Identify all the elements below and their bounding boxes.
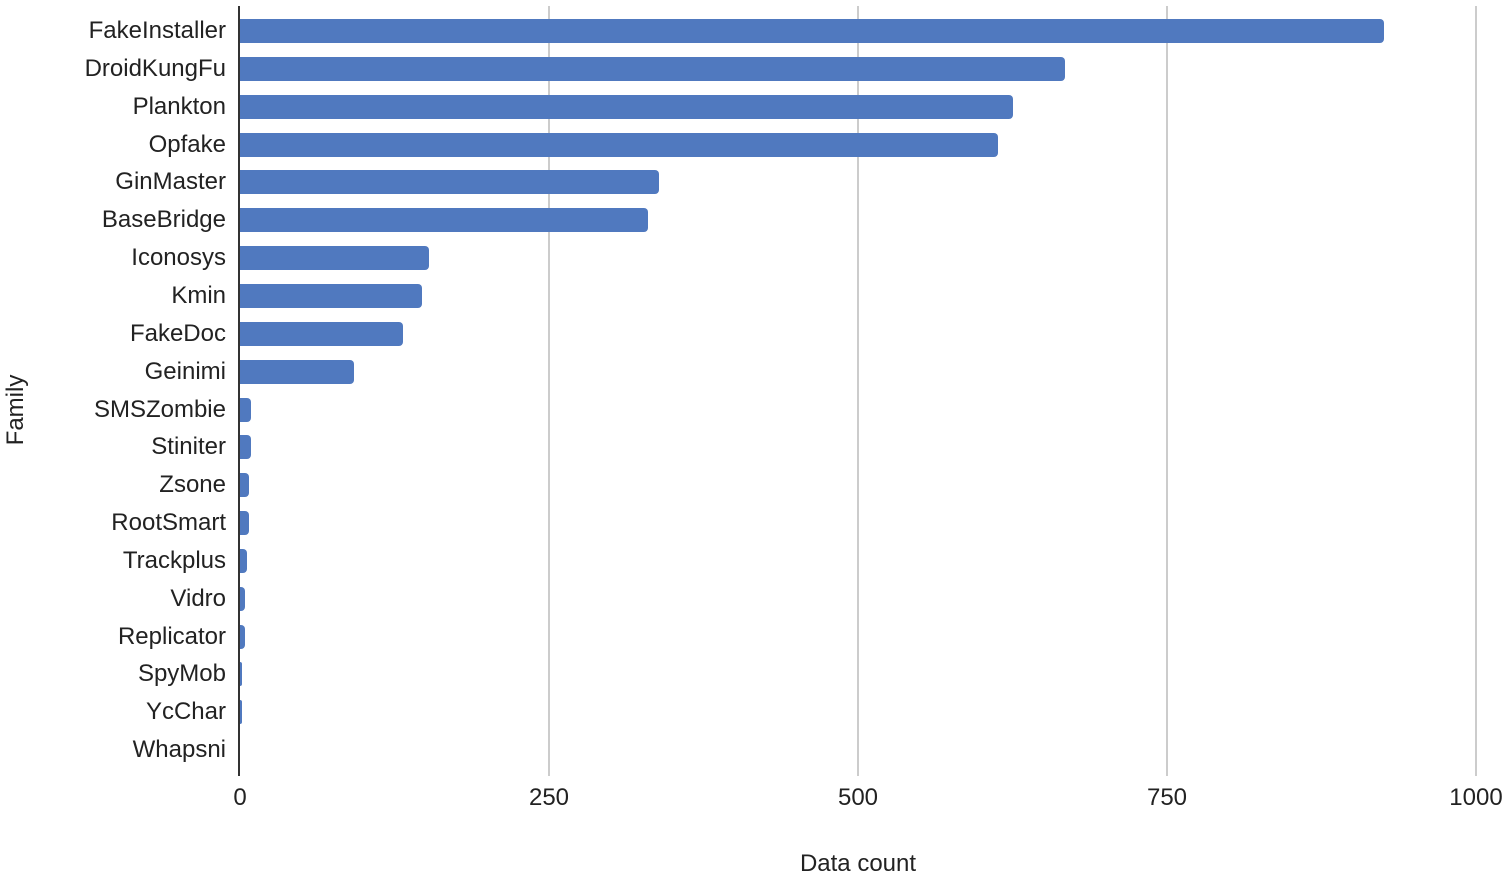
category-label: YcChar bbox=[145, 698, 226, 726]
bar-ycchar bbox=[240, 700, 243, 725]
bar-rootsmart bbox=[240, 511, 249, 536]
bar-opfake bbox=[240, 132, 999, 157]
category-label: Vidro bbox=[170, 584, 226, 612]
bar-plankton bbox=[240, 94, 1014, 119]
category-label: GinMaster bbox=[115, 168, 226, 196]
gridline-750 bbox=[1166, 6, 1168, 776]
category-label: Stiniter bbox=[151, 433, 226, 461]
x-tick-0: 0 bbox=[233, 784, 247, 811]
category-label: SMSZombie bbox=[93, 395, 226, 423]
bar-stiniter bbox=[240, 435, 252, 460]
bar-basebridge bbox=[240, 208, 649, 233]
plot-area bbox=[238, 6, 1477, 776]
category-label: RootSmart bbox=[111, 509, 226, 537]
category-label: FakeInstaller bbox=[88, 17, 226, 44]
category-label: Plankton bbox=[132, 92, 226, 120]
bar-smszombie bbox=[240, 397, 252, 422]
gridline-250 bbox=[548, 6, 550, 776]
y-axis-line bbox=[238, 6, 240, 776]
gridline-1000 bbox=[1475, 6, 1477, 776]
category-label: Replicator bbox=[117, 622, 226, 650]
category-label: Whapsni bbox=[132, 736, 226, 764]
x-tick-750: 750 bbox=[1146, 784, 1188, 811]
category-label: Kmin bbox=[171, 281, 226, 309]
x-tick-1000: 1000 bbox=[1449, 784, 1503, 811]
x-axis-title: Data count bbox=[799, 850, 917, 877]
bar-zsone bbox=[240, 473, 249, 498]
bar-trackplus bbox=[240, 548, 248, 573]
bar-fakeinstaller bbox=[240, 19, 1385, 43]
bar-replicator bbox=[240, 624, 245, 649]
category-label: Opfake bbox=[148, 130, 226, 158]
x-tick-250: 250 bbox=[528, 784, 570, 811]
category-label: Geinimi bbox=[144, 357, 226, 385]
bar-droidkungfu bbox=[240, 56, 1066, 81]
category-label: DroidKungFu bbox=[84, 54, 226, 82]
bar-vidro bbox=[240, 586, 245, 611]
bar-fakedoc bbox=[240, 321, 404, 346]
bar-ginmaster bbox=[240, 170, 660, 195]
category-label: SpyMob bbox=[137, 660, 226, 688]
bar-geinimi bbox=[240, 359, 354, 384]
category-label: FakeDoc bbox=[129, 319, 226, 347]
bar-spymob bbox=[240, 662, 243, 687]
x-tick-500: 500 bbox=[837, 784, 879, 811]
category-label: Zsone bbox=[159, 471, 226, 499]
bar-iconosys bbox=[240, 246, 430, 271]
category-label: Iconosys bbox=[131, 244, 226, 272]
y-axis-title: Family bbox=[2, 374, 29, 446]
gridline-500 bbox=[857, 6, 859, 776]
category-label: BaseBridge bbox=[101, 206, 226, 234]
bar-kmin bbox=[240, 283, 422, 308]
category-label: Trackplus bbox=[122, 546, 226, 574]
